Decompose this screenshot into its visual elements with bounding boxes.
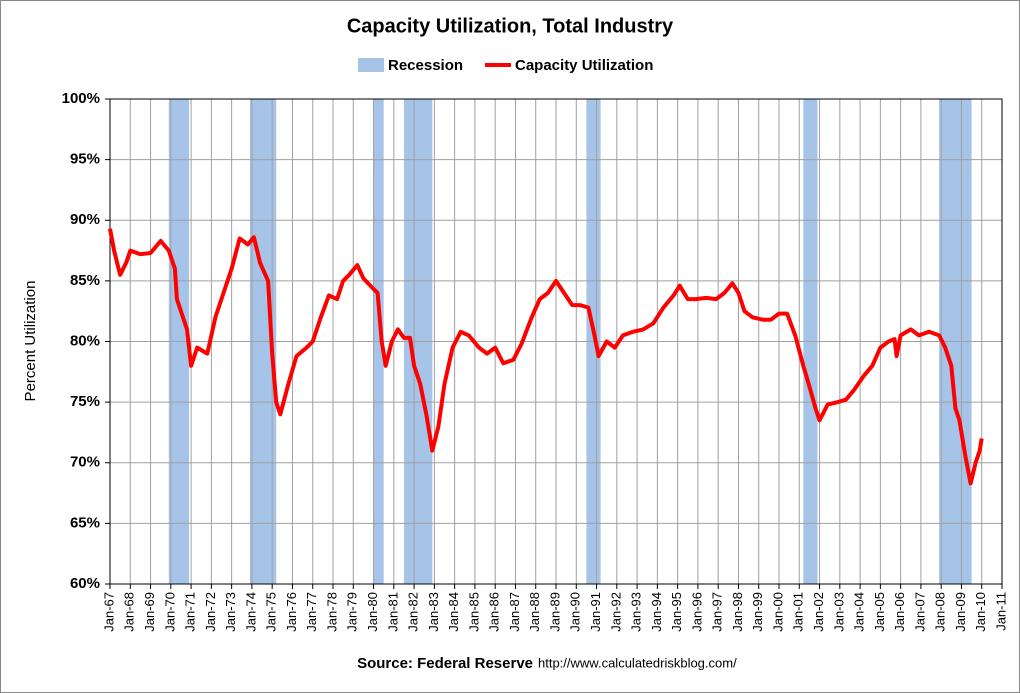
legend-label: Capacity Utilization (515, 57, 653, 74)
x-tick-label: Jan-68 (122, 592, 137, 632)
y-tick-label: 80% (70, 332, 100, 349)
x-tick-label: Jan-07 (912, 592, 927, 632)
y-tick-label: 90% (70, 211, 100, 228)
x-tick-label: Jan-98 (730, 592, 745, 632)
x-tick-label: Jan-99 (750, 592, 765, 632)
x-tick-label: Jan-87 (507, 592, 522, 632)
legend-label: Recession (388, 57, 463, 74)
x-tick-label: Jan-10 (973, 592, 988, 632)
legend-swatch (358, 58, 384, 72)
x-tick-label: Jan-02 (811, 592, 826, 632)
y-tick-label: 85% (70, 272, 100, 289)
x-tick-label: Jan-70 (162, 592, 177, 632)
y-tick-label: 70% (70, 454, 100, 471)
x-tick-label: Jan-96 (689, 592, 704, 632)
x-tick-label: Jan-72 (203, 592, 218, 632)
x-tick-label: Jan-05 (872, 592, 887, 632)
x-tick-label: Jan-91 (588, 592, 603, 632)
x-tick-label: Jan-80 (365, 592, 380, 632)
plot-border (109, 98, 1003, 585)
x-tick-label: Jan-79 (345, 592, 360, 632)
x-tick-label: Jan-71 (183, 592, 198, 632)
x-tick-label: Jan-00 (770, 592, 785, 632)
x-tick-label: Jan-81 (385, 592, 400, 632)
source-url: http://www.calculatedriskblog.com/ (538, 655, 737, 670)
x-tick-label: Jan-75 (264, 592, 279, 632)
x-tick-label: Jan-11 (993, 592, 1008, 631)
y-axis-label: Percent Utilization (22, 281, 39, 402)
x-tick-label: Jan-82 (406, 592, 421, 632)
x-tick-label: Jan-74 (243, 592, 258, 632)
x-tick-label: Jan-89 (547, 592, 562, 632)
y-tick-label: 100% (62, 90, 100, 107)
x-tick-label: Jan-94 (649, 592, 664, 632)
y-tick-label: 95% (70, 151, 100, 168)
x-tick-label: Jan-04 (852, 592, 867, 632)
y-tick-label: 75% (70, 393, 100, 410)
y-tick-label: 65% (70, 514, 100, 531)
x-tick-label: Jan-93 (629, 592, 644, 632)
y-tick-label: 60% (70, 575, 100, 592)
x-tick-label: Jan-78 (324, 592, 339, 632)
x-tick-label: Jan-90 (568, 592, 583, 632)
x-tick-label: Jan-86 (487, 592, 502, 632)
x-tick-label: Jan-92 (608, 592, 623, 632)
x-tick-label: Jan-06 (892, 592, 907, 632)
x-tick-label: Jan-95 (669, 592, 684, 632)
x-tick-label: Jan-03 (831, 592, 846, 632)
x-tick-label: Jan-01 (791, 592, 806, 632)
x-tick-label: Jan-08 (933, 592, 948, 632)
line (108, 228, 984, 486)
x-tick-label: Jan-67 (101, 592, 116, 632)
x-tick-label: Jan-77 (304, 592, 319, 632)
x-tick-label: Jan-76 (284, 592, 299, 632)
x-tick-label: Jan-83 (426, 592, 441, 632)
x-tick-label: Jan-97 (710, 592, 725, 632)
x-tick-label: Jan-73 (223, 592, 238, 632)
x-tick-label: Jan-85 (466, 592, 481, 632)
chart-title: Capacity Utilization, Total Industry (347, 15, 674, 37)
x-tick-label: Jan-84 (446, 592, 461, 632)
x-tick-label: Jan-88 (527, 592, 542, 632)
x-tick-label: Jan-69 (142, 592, 157, 632)
source: Source: Federal Reserve (357, 655, 533, 672)
x-tick-label: Jan-09 (953, 592, 968, 632)
